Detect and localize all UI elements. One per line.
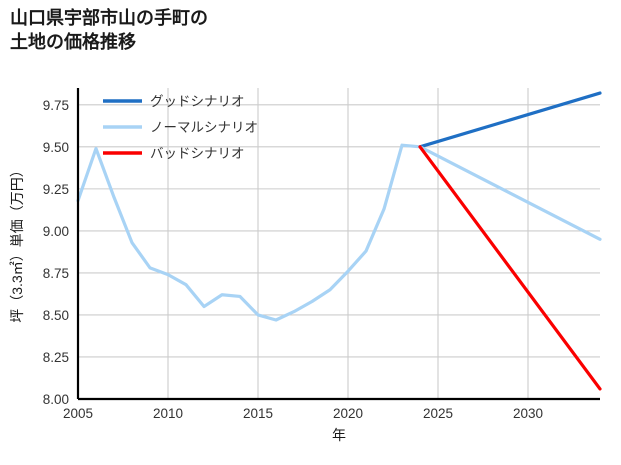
y-tick-label: 9.00 [43, 224, 69, 239]
y-tick-label: 8.50 [43, 308, 69, 323]
y-axis-tick-labels: 8.00 8.25 8.50 8.75 9.00 9.25 9.50 9.75 [43, 98, 69, 407]
y-tick-label: 9.50 [43, 140, 69, 155]
y-tick-label: 9.75 [43, 98, 69, 113]
x-tick-label: 2025 [423, 406, 453, 421]
x-tick-label: 2010 [153, 406, 183, 421]
series-line [418, 91, 602, 149]
y-tick-label: 8.00 [43, 392, 69, 407]
y-axis-title: 坪（3.3㎡）単価（万円） [9, 163, 25, 322]
series-lines [76, 91, 602, 391]
y-tick-label: 8.25 [43, 350, 69, 365]
x-axis-title: 年 [332, 427, 346, 443]
series-line [418, 145, 602, 391]
x-tick-label: 2030 [513, 406, 543, 421]
chart-title: 山口県宇部市山の手町の 土地の価格推移 [10, 8, 208, 53]
x-tick-label: 2020 [333, 406, 363, 421]
axis-spines [76, 88, 600, 401]
series-line [76, 143, 602, 322]
legend-label: バッドシナリオ [150, 146, 245, 161]
legend-label: ノーマルシナリオ [150, 120, 258, 135]
y-tick-label: 9.25 [43, 182, 69, 197]
x-axis-tick-labels: 2005 2010 2015 2020 2025 2030 [63, 406, 543, 421]
legend-label: グッドシナリオ [150, 94, 245, 109]
x-tick-label: 2015 [243, 406, 273, 421]
x-tick-label: 2005 [63, 406, 93, 421]
y-tick-label: 8.75 [43, 266, 69, 281]
